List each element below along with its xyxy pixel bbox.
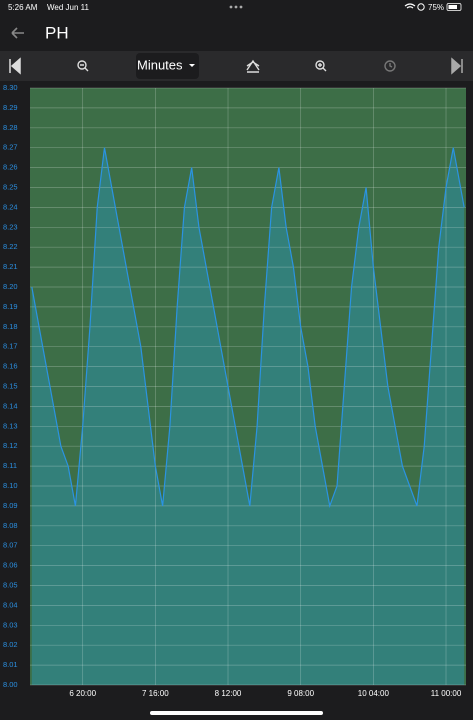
zoom-in-button[interactable] xyxy=(315,60,327,72)
home-indicator xyxy=(150,711,323,715)
last-button[interactable] xyxy=(451,57,463,75)
x-tick-label: 10 04:00 xyxy=(358,689,390,698)
status-time: 5:26 AM xyxy=(8,3,38,12)
y-tick-label: 8.24 xyxy=(3,202,18,211)
location-icon xyxy=(417,3,425,11)
history-button[interactable] xyxy=(384,60,396,72)
data-line xyxy=(31,147,465,509)
y-tick-label: 8.17 xyxy=(3,342,18,351)
y-tick-label: 8.29 xyxy=(3,103,18,112)
y-tick-label: 8.11 xyxy=(3,461,17,470)
y-tick-label: 8.06 xyxy=(3,561,18,570)
battery-level xyxy=(448,5,457,9)
chart-style-button[interactable] xyxy=(246,59,260,73)
battery-icon xyxy=(446,3,462,11)
x-tick-label: 8 12:00 xyxy=(215,689,242,698)
status-battery: 75% xyxy=(428,3,444,12)
y-tick-label: 8.05 xyxy=(3,580,18,589)
area-fill xyxy=(31,147,465,685)
first-button[interactable] xyxy=(9,57,21,75)
y-tick-label: 8.08 xyxy=(3,521,18,530)
y-tick-label: 8.25 xyxy=(3,182,18,191)
status-dots xyxy=(229,5,243,9)
y-tick-label: 8.09 xyxy=(3,501,18,510)
dropdown-caret xyxy=(189,64,195,67)
y-tick-label: 8.13 xyxy=(3,421,18,430)
y-tick-label: 8.03 xyxy=(3,620,18,629)
chart: 8.00 8.01 8.02 8.03 8.04 8.05 8.06 8.07 8.08 8.09… xyxy=(3,83,466,698)
y-tick-label: 8.30 xyxy=(3,83,18,92)
y-tick-label: 8.20 xyxy=(3,282,18,291)
y-tick-label: 8.10 xyxy=(3,481,18,490)
y-tick-label: 8.23 xyxy=(3,222,18,231)
x-tick-label: 9 08:00 xyxy=(287,689,314,698)
y-tick-label: 8.04 xyxy=(3,600,18,609)
range-dropdown[interactable] xyxy=(136,53,199,79)
y-tick-label: 8.15 xyxy=(3,381,18,390)
y-tick-label: 8.14 xyxy=(3,401,18,410)
y-tick-label: 8.19 xyxy=(3,302,18,311)
status-date: Wed Jun 11 xyxy=(47,3,90,12)
y-tick-label: 8.27 xyxy=(3,143,18,152)
y-tick-label: 8.28 xyxy=(3,123,18,132)
y-tick-label: 8.22 xyxy=(3,242,18,251)
range-label: Minutes xyxy=(137,57,183,72)
y-tick-label: 8.01 xyxy=(3,660,18,669)
page-title: PH xyxy=(45,23,69,42)
y-tick-label: 8.12 xyxy=(3,441,18,450)
y-tick-label: 8.26 xyxy=(3,163,18,172)
y-tick-label: 8.02 xyxy=(3,640,18,649)
y-tick-label: 8.21 xyxy=(3,262,18,271)
zoom-out-button[interactable] xyxy=(77,60,89,72)
y-tick-label: 8.07 xyxy=(3,541,18,550)
toolbar xyxy=(0,51,473,81)
x-tick-label: 7 16:00 xyxy=(142,689,169,698)
x-tick-label: 11 00:00 xyxy=(431,689,462,698)
wifi-icon xyxy=(404,3,416,9)
y-tick-label: 8.00 xyxy=(3,680,18,689)
x-tick-label: 6 20:00 xyxy=(69,689,96,698)
y-tick-label: 8.18 xyxy=(3,322,18,331)
back-button[interactable] xyxy=(11,27,24,39)
y-tick-label: 8.16 xyxy=(3,362,18,371)
